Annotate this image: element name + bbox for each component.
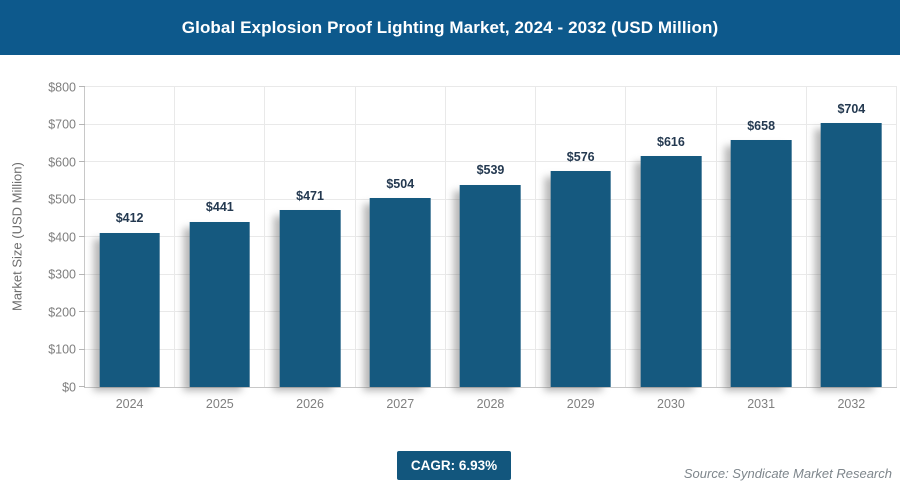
y-axis-tickmark (79, 198, 85, 200)
y-tick-label: $500 (48, 192, 76, 207)
bar-column: $504 2027 (356, 87, 446, 411)
title-bar: Global Explosion Proof Lighting Market, … (0, 0, 900, 55)
bar-value-label: $471 (296, 188, 324, 203)
bar-value-label: $576 (566, 149, 595, 164)
chart-title: Global Explosion Proof Lighting Market, … (181, 17, 719, 37)
bar (550, 171, 612, 387)
bar-value-label: $616 (657, 134, 685, 149)
y-gridline (85, 161, 897, 162)
bar-column: $704 2032 (807, 87, 897, 411)
bar-column: $471 2026 (265, 87, 356, 411)
y-axis-tickmark (79, 236, 85, 237)
y-gridline (85, 86, 897, 87)
y-tick-label: $700 (48, 117, 76, 132)
y-axis-tickmark (79, 273, 85, 275)
source-text: Source: Syndicate Market Research (683, 466, 892, 481)
bar-column: $441 2025 (175, 87, 266, 411)
bar-value-label: $539 (476, 163, 505, 178)
y-tick-label: $600 (48, 154, 76, 169)
x-tick-label: 2026 (296, 397, 324, 411)
y-tick-label: $200 (48, 304, 76, 319)
bar (730, 140, 792, 387)
bar (460, 184, 521, 387)
bar (279, 210, 341, 387)
y-tick-label: $300 (48, 267, 76, 282)
y-axis-tickmark (79, 86, 85, 87)
x-tick-label: 2031 (747, 397, 776, 411)
bar (369, 198, 431, 387)
y-axis-tickmark (79, 311, 85, 312)
bar (99, 232, 160, 387)
y-tick-label: $100 (48, 342, 76, 357)
cagr-label: CAGR: 6.93% (410, 458, 498, 473)
bar-column: $658 2031 (717, 87, 807, 411)
y-tick-label: $800 (48, 79, 76, 94)
bar-value-label: $412 (115, 211, 144, 225)
x-tick-label: 2027 (386, 397, 415, 411)
x-tick-label: 2024 (115, 397, 144, 411)
y-axis-tickmark (79, 386, 85, 387)
cagr-badge: CAGR: 6.93% (397, 451, 511, 480)
y-axis-tickmark (79, 348, 85, 350)
y-gridline (85, 123, 897, 125)
bar (821, 123, 882, 387)
y-axis-tickmark (79, 123, 85, 125)
y-axis-tickmark (79, 161, 85, 162)
x-tick-label: 2025 (205, 397, 234, 411)
bar-column: $412 2024 (85, 87, 176, 411)
bar-column: $539 2028 (446, 87, 537, 411)
bar-value-label: $441 (205, 200, 234, 215)
x-tick-label: 2030 (657, 397, 685, 411)
y-tick-label: $0 (62, 379, 76, 394)
bar-value-label: $504 (386, 176, 415, 191)
bar-column: $616 2030 (626, 87, 717, 411)
y-tick-label: $400 (48, 229, 76, 244)
bar (189, 221, 251, 387)
plot-area: $412 2024 $441 2025 $471 2026 $504 2027 $539 2028… (79, 86, 897, 411)
bar-value-label: $658 (747, 118, 776, 133)
x-tick-label: 2032 (837, 397, 866, 411)
y-axis-tick-labels: $0 $100 $200 $300 $400 $500 $600 $700 $800 (0, 81, 76, 393)
x-tick-label: 2029 (566, 397, 595, 411)
bar-value-label: $704 (837, 101, 866, 116)
bar-column: $576 2029 (536, 87, 627, 411)
bar-columns: $412 2024 $441 2025 $471 2026 $504 2027 $539 2028… (85, 87, 897, 411)
x-tick-label: 2028 (476, 397, 505, 411)
bar (640, 156, 702, 387)
